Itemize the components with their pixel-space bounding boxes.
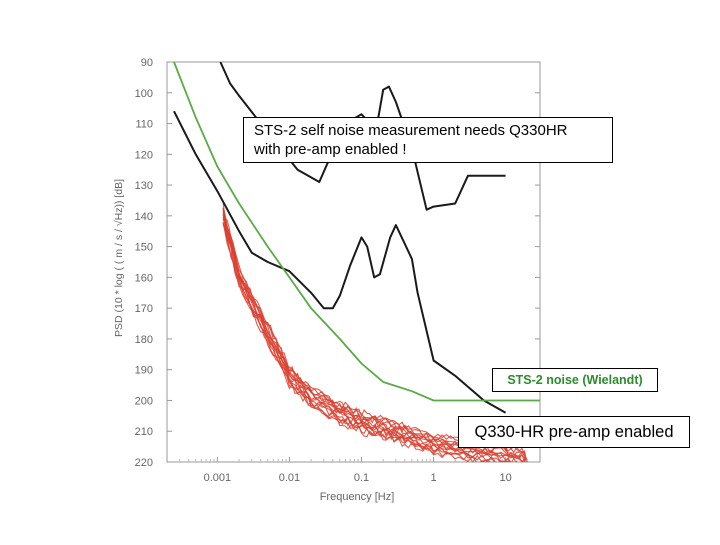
y-tick-label: 140 <box>135 211 153 223</box>
red-noise-curve <box>222 222 498 462</box>
y-tick-label: 110 <box>135 119 153 131</box>
y-tick-label: 170 <box>135 303 153 315</box>
x-tick-label: 1 <box>430 472 436 484</box>
black-noise-curve-1 <box>173 110 507 414</box>
y-tick-label: 100 <box>135 88 153 100</box>
y-tick-label: 90 <box>141 57 153 69</box>
y-tick-label: 200 <box>135 395 153 407</box>
plot-frame <box>166 61 541 463</box>
y-tick-label: 150 <box>135 242 153 254</box>
y-tick-label: 220 <box>135 457 153 469</box>
annotation-sts2-noise: STS-2 noise (Wielandt) <box>492 368 658 392</box>
annotation-self-noise: STS-2 self noise measurement needs Q330H… <box>243 117 613 163</box>
red-noise-curve <box>222 222 511 462</box>
y-tick-label: 130 <box>135 180 153 192</box>
axis-layer: Frequency [Hz] PSD (10 * log ( ( m / s /… <box>113 57 512 503</box>
y-tick-label: 120 <box>135 149 153 161</box>
sts2-noise-curve <box>173 62 540 402</box>
y-axis-label: PSD (10 * log ( ( m / s / √Hz)) [dB] <box>113 179 125 337</box>
annotation-q330hr-preamp: Q330-HR pre-amp enabled <box>458 416 690 448</box>
x-axis-label: Frequency [Hz] <box>320 491 395 503</box>
y-tick-label: 180 <box>135 334 153 346</box>
y-tick-label: 210 <box>135 426 153 438</box>
y-tick-label: 190 <box>135 365 153 377</box>
x-tick-label: 0.1 <box>354 472 369 484</box>
x-tick-label: 10 <box>499 472 511 484</box>
y-tick-label: 160 <box>135 272 153 284</box>
x-tick-label: 0.01 <box>279 472 300 484</box>
x-tick-label: 0.001 <box>204 472 232 484</box>
